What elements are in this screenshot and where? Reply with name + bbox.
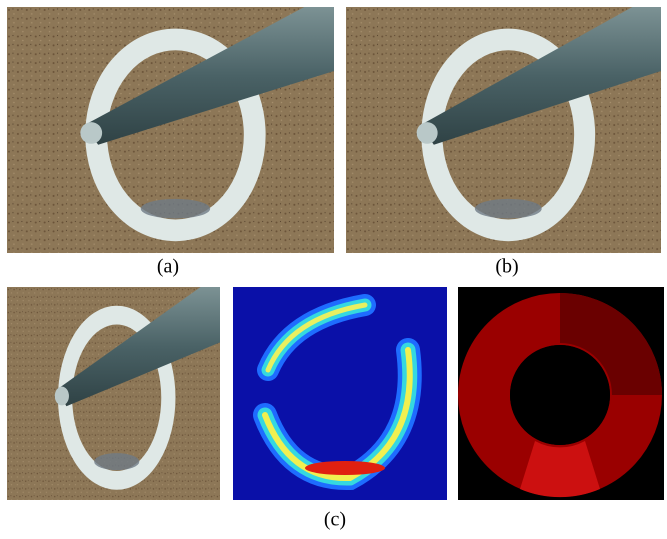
caption: (a) <box>157 256 179 278</box>
polar-map <box>458 287 664 500</box>
caption: (c) <box>324 509 346 531</box>
photo-b <box>346 7 661 253</box>
heatmap <box>233 287 447 500</box>
photo-a <box>7 7 334 253</box>
photo-c <box>7 287 220 500</box>
caption: (b) <box>495 256 518 278</box>
figure: (a) (b) (c) <box>0 0 667 534</box>
